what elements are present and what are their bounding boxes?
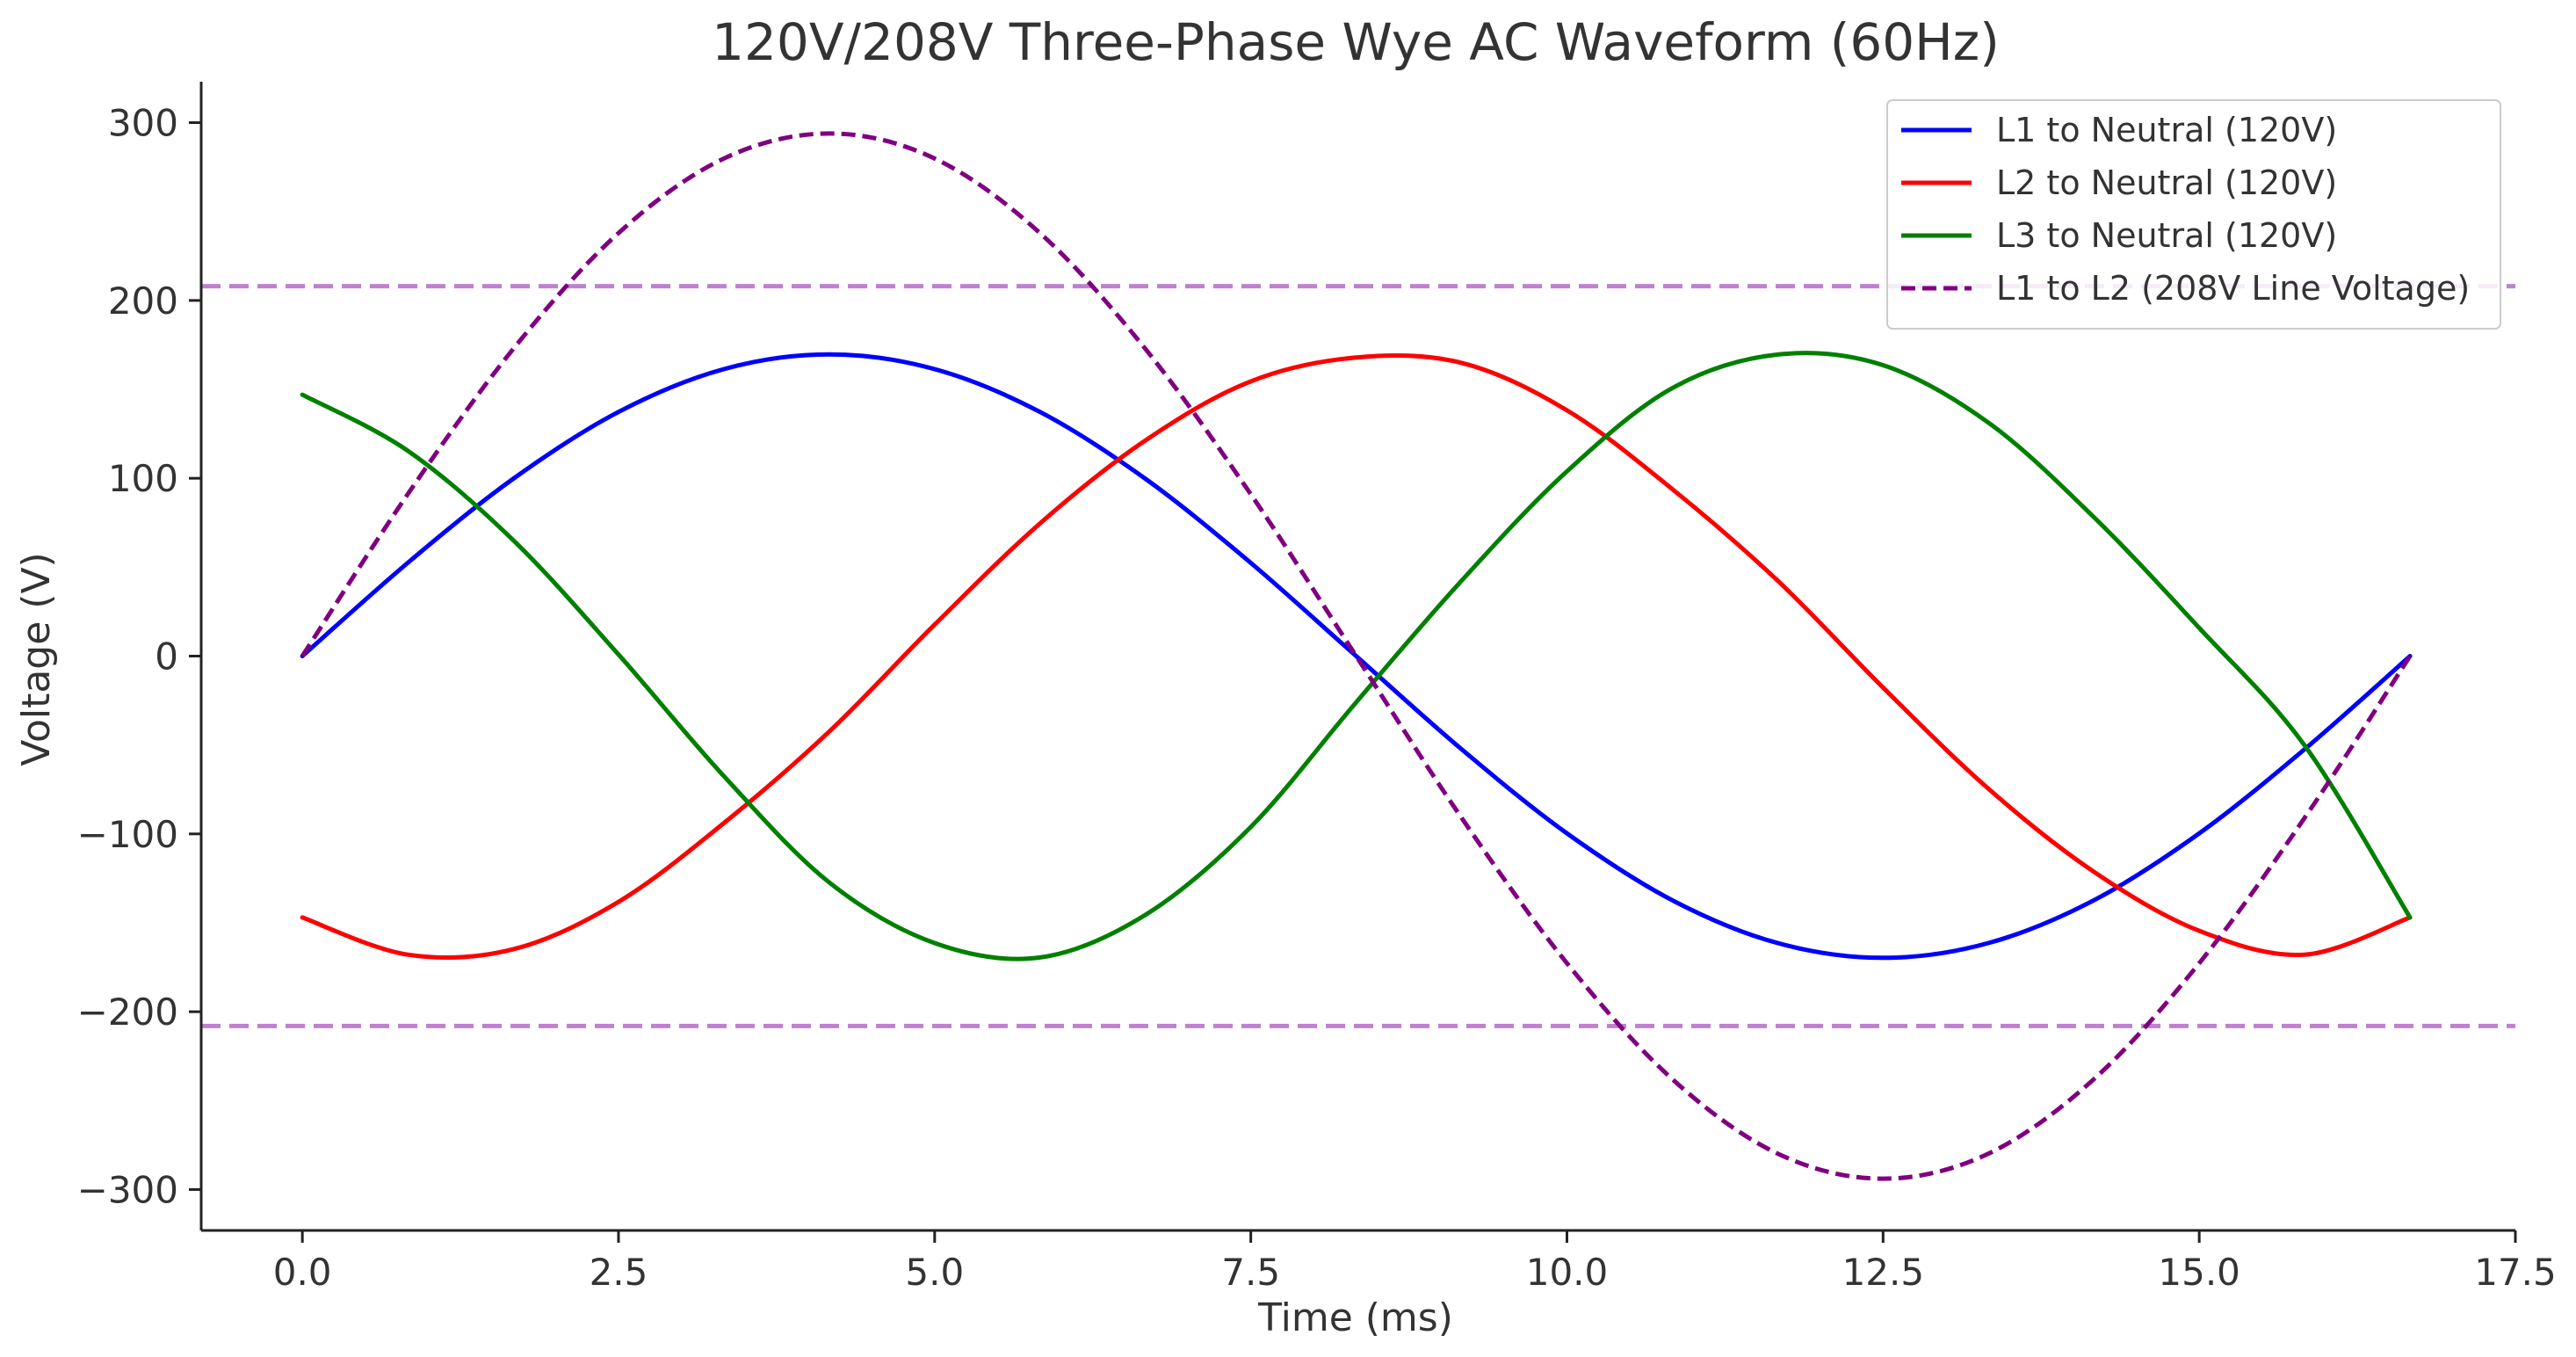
y-tick-label: −200 <box>77 991 178 1034</box>
x-tick-label: 0.0 <box>273 1251 332 1294</box>
x-tick-label: 15.0 <box>2158 1251 2240 1294</box>
series-line <box>300 351 2413 962</box>
x-tick-label: 2.5 <box>590 1251 648 1294</box>
legend-label: L1 to L2 (208V Line Voltage) <box>1996 269 2470 308</box>
y-tick-label: 100 <box>108 457 178 500</box>
y-tick-label: 200 <box>108 279 178 323</box>
y-tick-label: −300 <box>77 1168 178 1211</box>
y-tick-label: 300 <box>108 102 178 145</box>
x-tick-label: 5.0 <box>905 1251 964 1294</box>
series-line <box>300 353 2413 961</box>
x-ticks: 0.0 2.5 5.0 7.5 10.0 12.5 15.0 17.5 <box>273 1230 2557 1294</box>
y-axis-label: Voltage (V) <box>14 552 59 766</box>
y-ticks: 300 200 100 0 −100 −200 −300 <box>77 102 201 1211</box>
y-tick-label: 0 <box>155 635 178 678</box>
legend: L1 to Neutral (120V) L2 to Neutral (120V)… <box>1886 99 2501 330</box>
legend-box <box>1886 99 2501 330</box>
series-line <box>300 352 2413 961</box>
x-tick-label: 10.0 <box>1526 1251 1609 1294</box>
x-tick-label: 7.5 <box>1221 1251 1280 1294</box>
x-tick-label: 12.5 <box>1842 1251 1925 1294</box>
legend-label: L3 to Neutral (120V) <box>1996 216 2337 255</box>
y-tick-label: −100 <box>77 813 178 856</box>
chart-title: 120V/208V Three-Phase Wye AC Waveform (6… <box>712 12 2000 72</box>
x-axis-label: Time (ms) <box>1257 1295 1453 1340</box>
series-lines <box>300 131 2413 1181</box>
legend-label: L1 to Neutral (120V) <box>1996 111 2337 149</box>
legend-label: L2 to Neutral (120V) <box>1996 163 2337 202</box>
x-tick-label: 17.5 <box>2474 1251 2557 1294</box>
